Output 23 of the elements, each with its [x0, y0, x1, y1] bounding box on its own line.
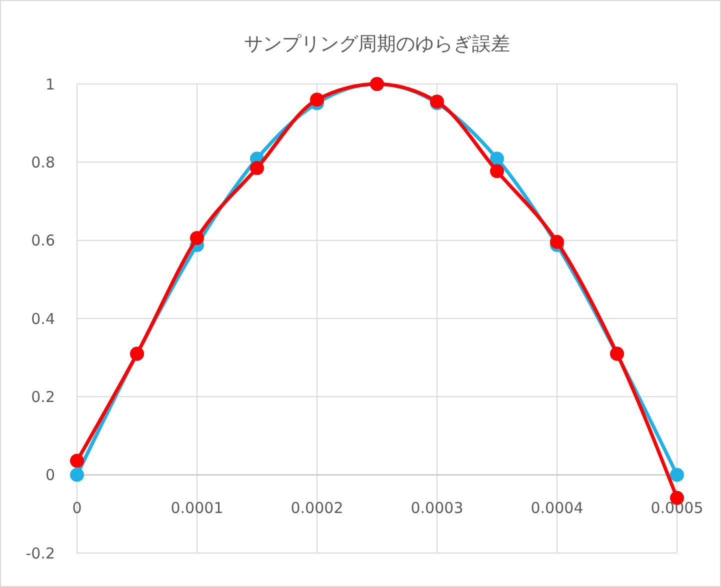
y-tick-label: 0.2	[31, 388, 55, 406]
x-tick-label: 0.0004	[530, 498, 584, 517]
y-tick-label: 0	[45, 466, 55, 484]
point	[490, 152, 504, 166]
chart-title: サンプリング周期のゆらぎ誤差	[244, 33, 510, 55]
y-tick-label: 0.4	[31, 310, 55, 328]
y-tick-label: 0.6	[31, 232, 55, 250]
point	[70, 454, 84, 468]
y-tick-label: 0.8	[31, 153, 55, 172]
point	[250, 161, 264, 176]
x-tick-label: 0.0002	[290, 498, 344, 517]
y-tick-label: -0.2	[26, 544, 55, 562]
point	[70, 468, 84, 482]
x-tick-label: 0	[72, 498, 82, 517]
point	[190, 230, 204, 245]
point	[550, 234, 564, 249]
point	[670, 468, 684, 482]
x-tick-label: 0.0001	[170, 498, 224, 517]
x-tick-label: 0.0005	[650, 498, 704, 517]
y-tick-label: 1	[45, 75, 55, 94]
point	[490, 164, 504, 178]
point	[310, 92, 324, 107]
x-tick-label: 0.0003	[410, 498, 464, 517]
